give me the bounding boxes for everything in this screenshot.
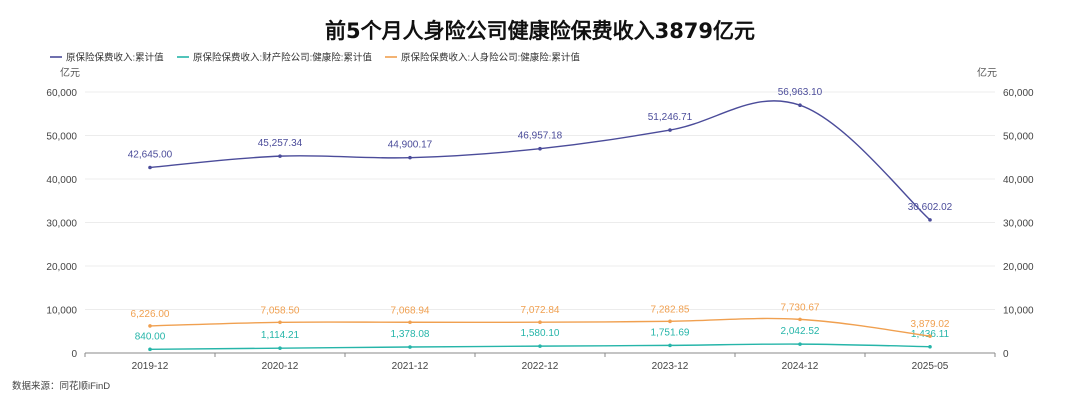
y-tick-label-right: 0 — [1003, 349, 1009, 360]
data-label-2: 840.00 — [135, 331, 166, 342]
data-label-2: 1,580.10 — [521, 328, 560, 339]
x-tick-label: 2025-05 — [912, 361, 949, 372]
data-label-1: 44,900.17 — [388, 140, 433, 151]
data-point-2 — [928, 344, 932, 349]
x-tick-label: 2023-12 — [652, 361, 689, 372]
data-point-2 — [408, 345, 412, 349]
data-point-3 — [798, 317, 802, 322]
y-tick-label-left: 10,000 — [46, 306, 77, 317]
data-label-3: 7,072.84 — [521, 305, 560, 316]
y-tick-label-right: 20,000 — [1003, 262, 1034, 273]
y-tick-label-left: 50,000 — [46, 132, 77, 143]
y-tick-label-right: 40,000 — [1003, 175, 1034, 186]
data-label-2: 1,378.08 — [391, 329, 430, 340]
data-point-3 — [408, 320, 412, 325]
data-label-1: 45,257.34 — [258, 138, 303, 149]
data-point-1 — [538, 146, 542, 151]
x-tick-label: 2019-12 — [132, 361, 169, 372]
y-tick-label-right: 30,000 — [1003, 219, 1034, 230]
data-point-1 — [148, 165, 152, 170]
data-point-2 — [668, 343, 672, 348]
data-source: 数据来源：同花顺iFinD — [12, 380, 110, 392]
y-tick-label-left: 20,000 — [46, 262, 77, 273]
y-tick-label-left: 60,000 — [46, 88, 77, 99]
legend-label-1: 原保险保费收入:累计值 — [66, 52, 164, 64]
data-label-1: 46,957.18 — [518, 131, 563, 142]
x-tick-label: 2021-12 — [392, 361, 429, 372]
x-tick-label: 2020-12 — [262, 361, 299, 372]
data-point-3 — [538, 320, 542, 325]
data-point-3 — [278, 320, 282, 325]
y-axis-unit-right: 亿元 — [977, 66, 997, 79]
data-point-1 — [408, 155, 412, 160]
data-point-1 — [798, 103, 802, 108]
data-point-2 — [148, 347, 152, 352]
y-tick-label-right: 50,000 — [1003, 132, 1034, 143]
data-label-3: 7,068.94 — [391, 305, 430, 316]
data-point-3 — [148, 324, 152, 328]
y-tick-label-right: 10,000 — [1003, 306, 1034, 317]
data-label-3: 7,058.50 — [261, 305, 300, 316]
data-point-1 — [928, 218, 932, 222]
data-label-3: 7,282.85 — [651, 304, 690, 315]
data-label-1: 30,602.02 — [908, 202, 953, 213]
x-tick-label: 2024-12 — [782, 361, 819, 372]
data-label-3: 7,730.67 — [781, 302, 820, 313]
legend-label-2: 原保险保费收入:财产险公司:健康险:累计值 — [193, 52, 372, 64]
data-point-2 — [278, 346, 282, 350]
x-tick-label: 2022-12 — [522, 361, 559, 372]
data-point-2 — [538, 344, 542, 348]
y-tick-label-left: 40,000 — [46, 175, 77, 186]
data-point-1 — [278, 154, 282, 158]
data-label-2: 2,042.52 — [781, 326, 820, 337]
legend-label-3: 原保险保费收入:人身险公司:健康险:累计值 — [401, 52, 580, 64]
y-tick-label-left: 30,000 — [46, 219, 77, 230]
data-label-3: 6,226.00 — [131, 309, 170, 320]
data-point-3 — [668, 319, 672, 324]
y-tick-label-right: 60,000 — [1003, 88, 1034, 99]
data-point-2 — [798, 342, 802, 346]
data-label-3: 3,879.02 — [911, 319, 950, 330]
data-point-3 — [928, 334, 932, 338]
y-tick-label-left: 0 — [71, 349, 77, 360]
data-label-2: 1,114.21 — [261, 330, 300, 341]
series-line-1 — [149, 100, 931, 221]
data-label-2: 1,751.69 — [651, 327, 690, 338]
data-point-1 — [668, 128, 672, 132]
data-label-2: 1,436.11 — [911, 329, 950, 340]
y-axis-unit-left: 亿元 — [60, 66, 80, 79]
data-label-1: 42,645.00 — [128, 149, 173, 160]
data-label-1: 56,963.10 — [778, 87, 823, 98]
data-label-1: 51,246.71 — [648, 112, 693, 123]
chart-title: 前5个月人身险公司健康险保费收入3879亿元 — [325, 19, 755, 43]
